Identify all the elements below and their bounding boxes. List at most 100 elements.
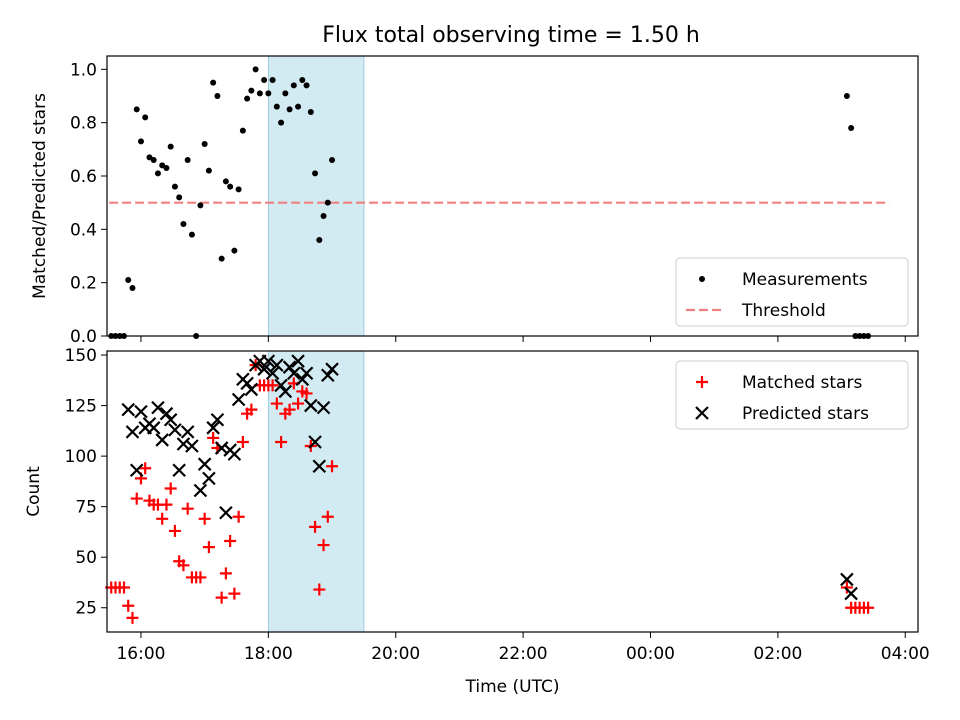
matched-point [215, 591, 228, 604]
predicted-point [121, 402, 136, 417]
matched-point [177, 559, 190, 572]
measurement-point [299, 77, 306, 83]
matched-point [160, 498, 173, 511]
measurement-point [286, 106, 293, 113]
measurement-point [180, 221, 187, 227]
y-tick-label: 0.6 [70, 167, 97, 187]
y-axis-label: Matched/Predicted stars [30, 93, 50, 299]
legend-swatch [696, 376, 708, 388]
predicted-point [282, 360, 297, 374]
measurement-point [129, 285, 136, 291]
predicted-point [129, 463, 144, 478]
predicted-point [304, 398, 318, 413]
measurement-point [184, 157, 191, 163]
measurement-point [282, 90, 289, 97]
y-tick-label: 150 [65, 346, 97, 366]
predicted-point [151, 400, 165, 415]
x-tick-label: 18:00 [244, 644, 293, 664]
predicted-point [231, 392, 246, 407]
measurement-point [171, 183, 178, 190]
measurement-point [843, 93, 850, 99]
legend-box [675, 360, 909, 430]
measurement-point [295, 103, 302, 110]
axes-frame [106, 55, 919, 337]
measurement-point [848, 125, 855, 131]
matched-point [194, 571, 207, 584]
x-axis-label: Time (UTC) [465, 677, 560, 697]
measurement-point [227, 183, 234, 190]
measurement-point [188, 231, 195, 238]
measurement-point [125, 277, 132, 283]
matched-point [245, 403, 258, 416]
predicted-point [270, 358, 284, 372]
measurement-point [320, 213, 327, 219]
matched-point [283, 403, 296, 416]
ratio-panel: 0.0 0.2 0.4 0.6 0.8 1.0 Matched/Predicted star… [30, 55, 919, 347]
predicted-point [125, 425, 140, 439]
measurement-point [329, 157, 336, 163]
predicted-point [299, 366, 314, 381]
matched-point [862, 601, 875, 614]
measurement-point [222, 178, 229, 185]
measurement-point [142, 114, 149, 121]
matched-point [198, 512, 211, 525]
predicted-point [840, 572, 854, 587]
measurement-point [290, 82, 297, 89]
predicted-point [159, 406, 174, 421]
legend-swatch [699, 276, 705, 282]
predicted-point [176, 437, 191, 451]
measurement-point [256, 90, 263, 97]
legend-box [675, 257, 909, 327]
measurement-point [307, 109, 314, 115]
measurement-point [316, 237, 323, 243]
predicted-point [134, 404, 148, 419]
y-tick-label: 75 [75, 498, 97, 518]
measurement-point [235, 186, 242, 193]
predicted-point [257, 362, 271, 376]
legend-label: Predicted stars [742, 404, 869, 424]
predicted-point [287, 366, 301, 381]
predicted-point [312, 459, 327, 474]
matched-point [202, 541, 215, 554]
x-tick-label: 16:00 [116, 644, 165, 664]
x-tick-label: 20:00 [371, 644, 420, 664]
matched-point [122, 599, 135, 612]
predicted-point [180, 425, 195, 439]
matched-point [275, 435, 288, 448]
y-tick-label: 0.4 [70, 220, 97, 240]
predicted-point [168, 423, 182, 437]
matched-point [300, 387, 313, 400]
measurement-point [197, 202, 204, 209]
matched-point [156, 512, 169, 525]
matched-point [317, 539, 330, 552]
matched-point [139, 462, 152, 475]
predicted-point [219, 505, 233, 520]
matched-point [321, 510, 334, 523]
predicted-point [308, 435, 322, 449]
measurement-point [244, 95, 251, 102]
predicted-point [321, 368, 335, 383]
measurement-point [214, 93, 221, 99]
measurement-point [312, 170, 319, 177]
matched-point [130, 492, 143, 505]
observing-span [267, 55, 365, 337]
x-tick-label: 00:00 [626, 644, 675, 664]
measurement-point [239, 127, 246, 134]
x-tick-label: 04:00 [881, 644, 930, 664]
measurement-point [218, 255, 225, 262]
predicted-point [325, 362, 339, 376]
measurement-point [273, 103, 280, 110]
matched-point [840, 581, 853, 594]
matched-point [326, 460, 339, 473]
measurement-point [324, 199, 331, 206]
matched-point [228, 587, 241, 600]
matched-point [207, 431, 220, 444]
predicted-point [193, 483, 208, 498]
matched-point [117, 581, 130, 594]
matched-point [168, 524, 181, 537]
predicted-point [185, 439, 199, 453]
x-tick-label: 02:00 [753, 644, 802, 664]
measurement-point [133, 106, 140, 113]
predicted-point [172, 463, 186, 478]
